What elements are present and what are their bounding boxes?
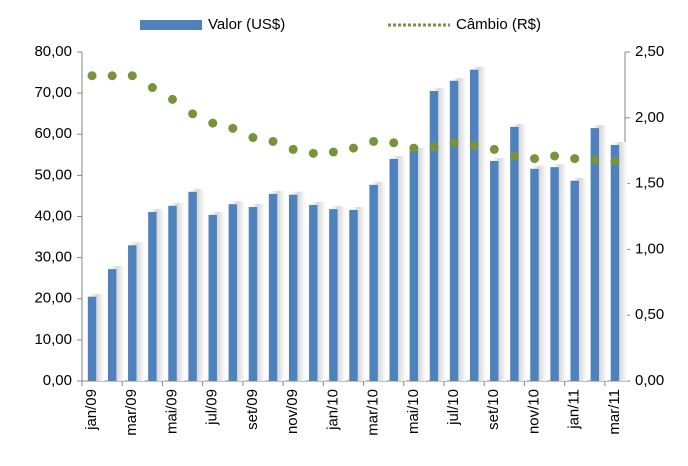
y2-tick-label: 2,50 <box>635 43 664 60</box>
line-point <box>409 143 419 153</box>
line-point <box>369 136 379 146</box>
x-tick-label: mai/10 <box>405 389 422 434</box>
y-tick-label: 30,00 <box>34 249 72 266</box>
x-tick-label: mar/09 <box>123 389 140 436</box>
line-point <box>147 83 157 93</box>
bar <box>409 150 419 381</box>
bar <box>168 205 177 381</box>
line-point <box>268 136 278 146</box>
line-point <box>188 109 198 119</box>
bar <box>208 214 217 381</box>
line-point <box>590 155 600 165</box>
line-point <box>308 148 318 158</box>
y2-tick-label: 1,00 <box>635 240 664 257</box>
y-tick-label: 40,00 <box>34 207 72 224</box>
line-point <box>530 154 539 164</box>
x-tick-label: mar/11 <box>606 389 623 435</box>
line-point <box>489 144 499 154</box>
y2-tick-label: 0,00 <box>635 372 664 389</box>
x-tick-label: jul/10 <box>445 389 462 426</box>
bar <box>329 209 338 381</box>
bar <box>288 194 298 381</box>
line-point <box>509 151 519 161</box>
line-point <box>349 143 358 153</box>
x-tick-label: mar/10 <box>365 389 382 436</box>
line-point <box>570 154 580 164</box>
legend: Valor (US$) Câmbio (R$) <box>140 16 541 33</box>
line-point <box>87 71 97 81</box>
bar <box>268 193 278 381</box>
bar <box>128 245 137 381</box>
line-point <box>328 147 338 157</box>
bar <box>349 209 358 381</box>
y-tick-label: 50,00 <box>34 166 72 183</box>
y2-tick-label: 1,50 <box>635 175 664 192</box>
line-point <box>107 71 117 81</box>
line-point <box>550 151 560 161</box>
bar <box>389 158 398 381</box>
bar <box>550 167 559 381</box>
line-point <box>248 133 258 143</box>
y-tick-label: 80,00 <box>34 43 72 60</box>
y-tick-label: 20,00 <box>34 290 72 307</box>
line-point <box>469 140 479 150</box>
x-tick-label: jan/10 <box>324 389 341 431</box>
bar <box>188 191 197 381</box>
line-point <box>288 144 298 154</box>
bar <box>610 144 620 381</box>
bar <box>429 91 439 381</box>
x-tick-label: nov/09 <box>284 389 301 434</box>
bar <box>570 180 579 381</box>
line-point <box>168 94 177 104</box>
line-point <box>449 138 459 148</box>
y-tick-label: 60,00 <box>34 125 72 142</box>
x-tick-label: set/09 <box>244 389 261 430</box>
legend-label: Valor (US$) <box>208 16 285 33</box>
legend-label: Câmbio (R$) <box>456 16 541 33</box>
bar <box>148 211 157 381</box>
bar <box>510 126 519 381</box>
bar <box>490 160 499 381</box>
y-tick-label: 10,00 <box>34 331 72 348</box>
y2-tick-label: 2,00 <box>635 109 664 126</box>
bar <box>469 69 479 381</box>
line-point <box>610 156 620 166</box>
line-point <box>208 118 218 128</box>
y-tick-label: 70,00 <box>34 84 72 101</box>
y2-tick-label: 0,50 <box>635 306 664 323</box>
bar <box>530 168 539 381</box>
x-tick-label: mai/09 <box>163 389 180 434</box>
bar <box>309 204 318 381</box>
bar <box>449 80 459 381</box>
x-tick-label: nov/10 <box>525 389 542 434</box>
legend-swatch <box>140 20 202 30</box>
bar <box>369 184 378 381</box>
line-point <box>127 71 137 81</box>
x-tick-label: jul/09 <box>204 389 221 426</box>
x-tick-label: set/10 <box>485 389 502 430</box>
line-point <box>429 142 439 152</box>
bar <box>87 296 97 381</box>
line-point <box>228 123 238 133</box>
bar <box>590 128 600 381</box>
line-point <box>389 138 399 148</box>
x-tick-label: jan/11 <box>566 389 583 430</box>
y-tick-label: 0,00 <box>43 372 72 389</box>
bar <box>107 269 117 381</box>
bar <box>248 207 258 381</box>
x-tick-label: jan/09 <box>83 389 100 431</box>
bar <box>228 204 238 381</box>
